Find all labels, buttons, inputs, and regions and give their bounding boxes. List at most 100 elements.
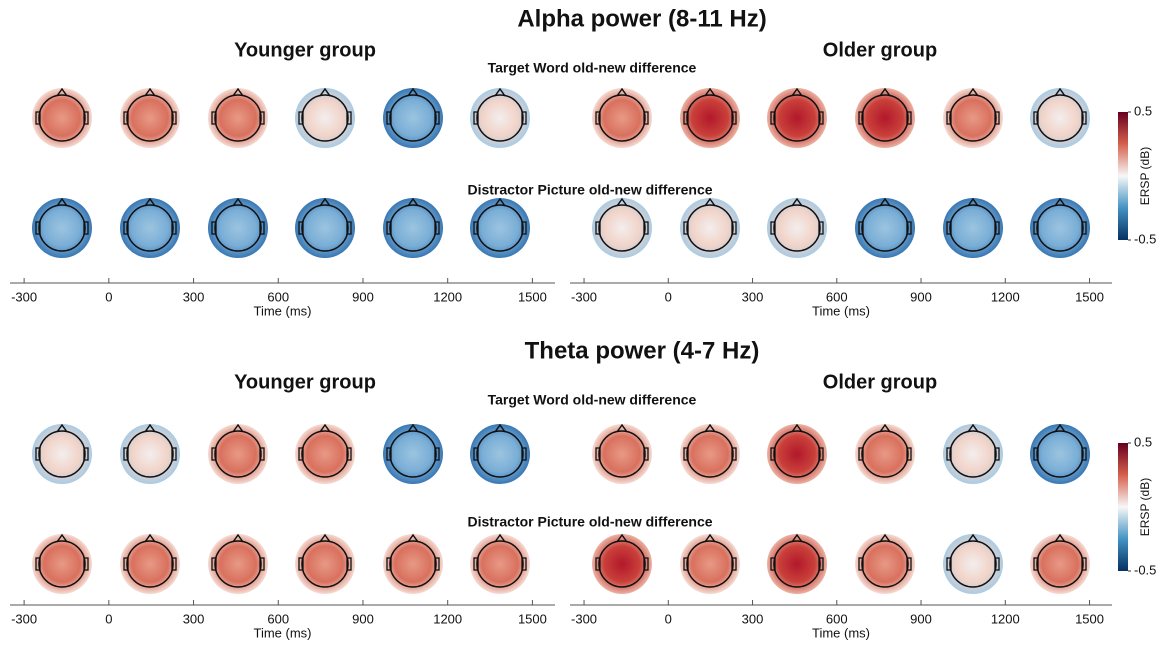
colorbar-tick-label: 0.5 <box>1134 434 1152 449</box>
ear <box>521 111 527 125</box>
ear <box>211 111 217 125</box>
ear <box>171 557 177 571</box>
topomap <box>1030 423 1090 484</box>
topomap-field <box>767 534 827 594</box>
nose <box>232 87 244 97</box>
topomap-field <box>680 88 740 148</box>
ear <box>1081 221 1087 235</box>
topomap <box>32 533 92 594</box>
topomap <box>855 423 915 484</box>
head-outline <box>598 430 646 478</box>
ear <box>858 111 864 125</box>
ear <box>298 557 304 571</box>
head-outline <box>598 204 646 252</box>
topomap-field <box>855 88 915 148</box>
ear <box>473 111 479 125</box>
nose <box>144 87 156 97</box>
ear <box>643 447 649 461</box>
x-tick-label: 1500 <box>518 611 547 626</box>
ear <box>906 111 912 125</box>
topomap-field <box>767 424 827 484</box>
topomap <box>295 533 355 594</box>
topomap <box>767 423 827 484</box>
topomap-field <box>295 88 355 148</box>
topomap-field <box>855 198 915 258</box>
group-title: Younger group <box>234 371 376 393</box>
ear <box>259 111 265 125</box>
head-outline <box>301 540 349 588</box>
ear <box>818 447 824 461</box>
ear <box>683 111 689 125</box>
ear <box>994 111 1000 125</box>
ear <box>946 447 952 461</box>
topomap-field <box>120 198 180 258</box>
topomap-field <box>767 88 827 148</box>
topomap <box>943 533 1003 594</box>
ear <box>259 557 265 571</box>
topomap <box>767 87 827 148</box>
x-tick-label: 0 <box>105 611 112 626</box>
ear <box>434 111 440 125</box>
topomap-field <box>592 534 652 594</box>
nose <box>704 197 716 207</box>
topomap-field <box>943 198 1003 258</box>
head-outline <box>598 94 646 142</box>
topomap-field <box>383 88 443 148</box>
ear <box>946 221 952 235</box>
topomap <box>120 423 180 484</box>
nose <box>616 423 628 433</box>
ear <box>731 557 737 571</box>
nose <box>494 423 506 433</box>
ear <box>770 111 776 125</box>
head-outline <box>861 430 909 478</box>
topomap <box>1030 533 1090 594</box>
topomap-field <box>120 424 180 484</box>
topomap <box>1030 87 1090 148</box>
x-tick-label: 0 <box>665 289 672 304</box>
topomap-field <box>32 198 92 258</box>
nose <box>967 87 979 97</box>
x-tick-label: 1500 <box>1075 611 1104 626</box>
topomap-field <box>592 198 652 258</box>
head-outline <box>949 204 997 252</box>
x-axis-label: Time (ms) <box>253 625 311 640</box>
nose <box>879 197 891 207</box>
topomap-field <box>295 198 355 258</box>
head-outline <box>861 204 909 252</box>
topomap <box>383 87 443 148</box>
row-label: Target Word old-new difference <box>488 392 697 408</box>
panel-title: Theta power (4-7 Hz) <box>525 337 760 364</box>
topomap <box>295 87 355 148</box>
ear <box>83 557 89 571</box>
x-tick-label: 300 <box>183 611 205 626</box>
ear <box>298 111 304 125</box>
topomap <box>208 87 268 148</box>
nose <box>319 87 331 97</box>
head-outline <box>686 204 734 252</box>
head-outline <box>389 430 437 478</box>
colorbar-label: ERSP (dB) <box>1138 478 1152 536</box>
nose <box>879 533 891 543</box>
x-tick-label: 900 <box>910 611 932 626</box>
group-title: Older group <box>823 371 937 393</box>
topomap <box>208 423 268 484</box>
x-tick-label: 1200 <box>433 289 462 304</box>
head-outline <box>214 540 262 588</box>
x-tick-label: 600 <box>826 289 848 304</box>
nose <box>407 533 419 543</box>
head-outline <box>126 94 174 142</box>
topomap <box>208 197 268 258</box>
topomap <box>943 197 1003 258</box>
topomap-field <box>470 534 530 594</box>
nose <box>704 423 716 433</box>
topomap-field <box>943 424 1003 484</box>
ear <box>906 447 912 461</box>
head-outline <box>1036 204 1084 252</box>
topomap <box>120 87 180 148</box>
topomap-field <box>470 88 530 148</box>
nose <box>56 423 68 433</box>
topomap <box>767 197 827 258</box>
ear <box>434 221 440 235</box>
ear <box>83 221 89 235</box>
ear <box>35 557 41 571</box>
